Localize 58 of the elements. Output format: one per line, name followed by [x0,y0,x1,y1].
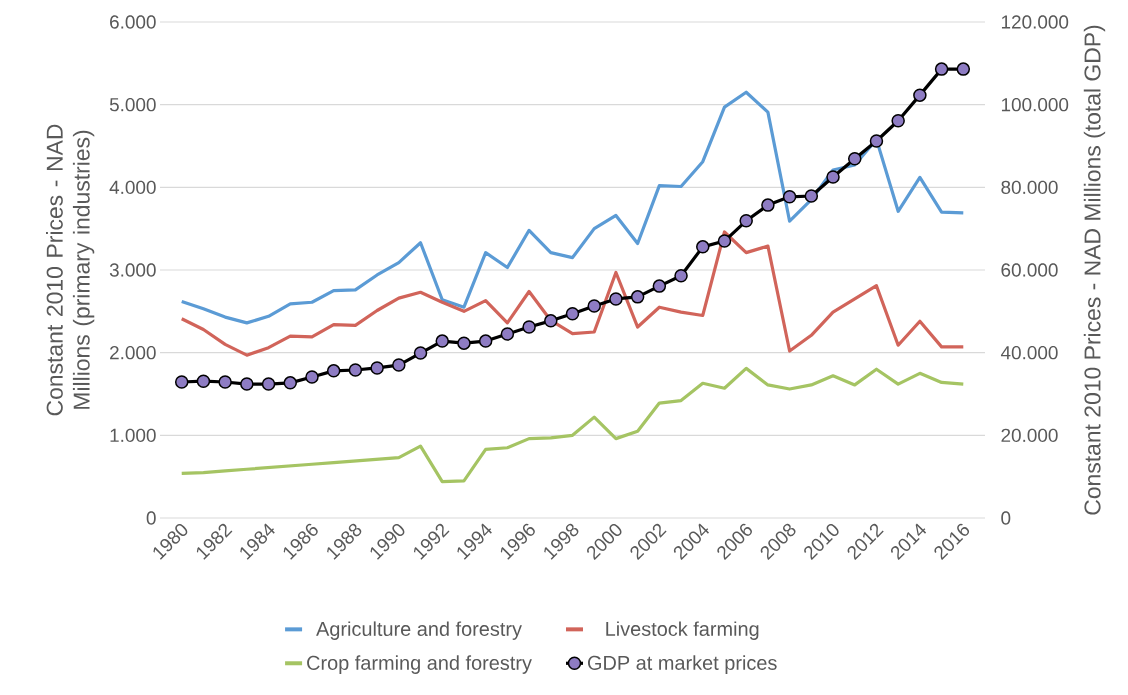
point [370,361,384,375]
y2-tick-label: 100.000 [1001,97,1069,112]
point [283,376,298,390]
point [587,299,601,313]
line-series [180,90,965,325]
point [674,269,688,283]
point [869,134,884,148]
y2-tick-label: 60.000 [1001,263,1058,277]
point [522,320,536,334]
point [305,370,319,384]
legend-label: Agriculture and forestry [316,621,522,640]
point [240,377,254,391]
point [261,377,276,391]
y2-tick-label: 120.000 [1001,15,1069,29]
point [717,234,732,248]
legend-label: Crop farming and forestry [307,655,532,674]
point [847,152,862,166]
y-tick-label: 6.000 [110,15,156,29]
point [500,327,515,341]
point [435,334,449,348]
point [956,62,971,76]
point [761,198,775,212]
point [478,334,493,348]
point [652,279,667,293]
y2-tick-label: 20.000 [1001,428,1058,443]
point [326,364,341,378]
y2-axis-title: Constant 2010 Prices - NAD Millions (total GDP) [1083,25,1106,515]
point [457,336,471,350]
point [565,307,580,321]
y-tick-label: 4.000 [109,180,156,195]
point [891,114,905,128]
legend-label: Livestock farming [606,621,759,640]
y-tick-label: 0 [146,511,156,525]
point [392,358,406,372]
point [413,346,428,360]
point [782,190,797,204]
y-tick-label: 1.000 [110,428,156,443]
point [913,88,927,102]
point [826,170,840,184]
point [630,290,645,304]
y2-tick-label: 80.000 [1001,180,1058,195]
point [218,375,232,389]
point [348,363,363,377]
y-tick-label: 3.000 [109,263,156,277]
point [739,214,753,228]
point [544,314,558,328]
legend-label: GDP at market prices [587,655,777,674]
y-tick-label: 5.000 [109,97,156,112]
y2-tick-label: 40.000 [1000,345,1058,360]
point [609,292,623,306]
point [174,375,189,389]
y2-tick-label: 0 [1001,511,1011,525]
point [934,62,949,76]
point [696,240,710,254]
point [804,189,819,203]
y-tick-label: 2.000 [110,345,156,360]
point [196,374,211,388]
y-axis-title: Constant 2010 Prices - NAD Millions (primary industries) [46,124,95,416]
